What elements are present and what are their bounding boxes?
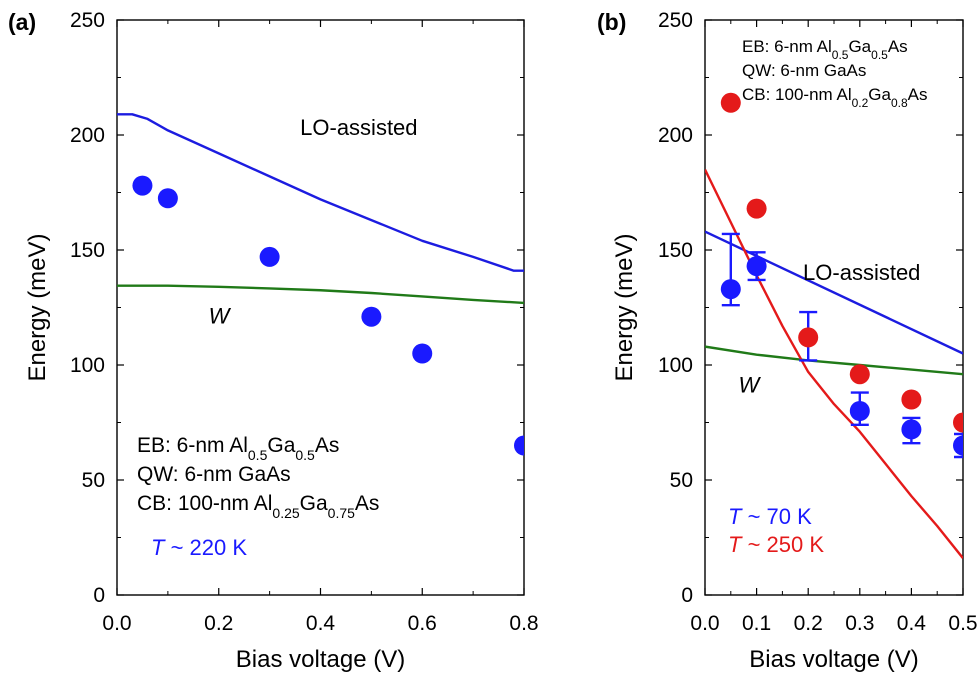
temperature-value: ~ 70 K: [741, 504, 812, 529]
data-point: [953, 412, 963, 433]
x-tick-label: 0.2: [204, 612, 233, 635]
legend-subscript: 0.25: [272, 505, 299, 521]
x-tick-label: 0.1: [742, 612, 771, 635]
y-tick-label: 150: [70, 239, 105, 262]
line-label: LO-assisted: [300, 115, 417, 140]
legend-line: CB: 100-nm Al0.2Ga0.8As: [742, 85, 928, 110]
x-tick-label: 0.0: [102, 612, 131, 635]
data-point: [901, 389, 922, 410]
plot-data: [117, 113, 524, 456]
data-point: [798, 327, 819, 348]
temperature-label: T ~ 250 K: [728, 532, 824, 557]
y-axis-label: Energy (meV): [24, 233, 51, 381]
panel-label: (b): [597, 9, 626, 35]
legend-line: QW: 6-nm GaAs: [742, 61, 866, 80]
legend-text: Ga: [300, 492, 328, 515]
legend-text: CB: 100-nm Al: [742, 85, 852, 104]
legend-subscript: 0.2: [852, 96, 869, 110]
data-point: [720, 92, 741, 113]
y-tick-label: 200: [658, 124, 693, 147]
legend-subscript: 0.75: [328, 505, 355, 521]
chart-panel-a: (a) 0 50 100 150 200 250 0.0 0.2 0.4 0.6 0.8 Bias vo…: [8, 9, 539, 673]
y-tick-label: 250: [70, 9, 105, 32]
series-line-w: [117, 284, 524, 305]
x-axis-label: Bias voltage (V): [749, 646, 918, 673]
y-tick-label: 50: [82, 469, 105, 492]
legend-line: QW: 6-nm GaAs: [137, 463, 291, 486]
temperature-symbol: T: [728, 532, 743, 557]
series-line-model: [705, 168, 963, 559]
x-tick-label: 0.4: [897, 612, 927, 635]
y-tick-label: 150: [658, 239, 693, 262]
x-tick-label: 0.2: [794, 612, 823, 635]
data-point: [849, 401, 870, 421]
data-point: [746, 198, 767, 219]
data-point: [259, 246, 280, 267]
legend-subscript: 0.5: [295, 447, 315, 463]
y-tick-label: 0: [681, 584, 693, 607]
y-tick-label: 200: [70, 124, 105, 147]
legend-subscript: 0.8: [891, 96, 908, 110]
line-label: W: [739, 373, 762, 398]
legend-text: Ga: [267, 434, 295, 457]
x-tick-label: 0.5: [948, 612, 977, 635]
y-axis-label: Energy (meV): [611, 233, 638, 381]
data-point: [849, 364, 870, 385]
plot-data: [705, 92, 963, 559]
legend-text: EB: 6-nm Al: [137, 434, 248, 457]
legend-text: QW: 6-nm GaAs: [137, 463, 291, 486]
y-tick-label: 0: [93, 584, 105, 607]
temperature-label: T ~ 70 K: [728, 504, 812, 529]
panel-label: (a): [8, 9, 36, 35]
temperature-symbol: T: [728, 504, 743, 529]
legend-text: Ga: [848, 37, 871, 56]
legend-text: EB: 6-nm Al: [742, 37, 832, 56]
data-point: [361, 306, 382, 327]
legend-line: CB: 100-nm Al0.25Ga0.75As: [137, 492, 379, 521]
y-tick-label: 250: [658, 9, 693, 32]
temperature-value: ~ 250 K: [741, 532, 824, 557]
x-tick-label: 0.4: [306, 612, 336, 635]
x-tick-label: 0.8: [509, 612, 538, 635]
legend-text: As: [908, 85, 928, 104]
legend-subscript: 0.5: [871, 48, 888, 62]
data-point: [720, 279, 741, 300]
legend-line: EB: 6-nm Al0.5Ga0.5As: [137, 434, 339, 463]
x-tick-label: 0.3: [845, 612, 874, 635]
data-point: [746, 256, 767, 277]
temperature-value: ~ 220 K: [164, 535, 247, 560]
data-point: [514, 435, 524, 456]
legend-text: Ga: [868, 85, 891, 104]
x-axis-label: Bias voltage (V): [236, 646, 405, 673]
legend-text: As: [355, 492, 380, 515]
legend-subscript: 0.5: [832, 48, 849, 62]
chart-panel-b: (b) 0 50 100 150 200 250 0.0 0.1 0.2 0.3 0.4 0.5 Bias…: [597, 9, 978, 673]
temperature-label: T ~ 220 K: [151, 535, 247, 560]
y-tick-label: 100: [70, 354, 105, 377]
series-line-lo-assisted: [117, 113, 524, 272]
legend-subscript: 0.5: [248, 447, 268, 463]
legend-line: EB: 6-nm Al0.5Ga0.5As: [742, 37, 908, 62]
x-tick-label: 0.0: [690, 612, 719, 635]
y-tick-label: 100: [658, 354, 693, 377]
line-label: W: [209, 304, 232, 329]
legend-text: CB: 100-nm Al: [137, 492, 272, 515]
data-point: [412, 343, 433, 364]
y-tick-label: 50: [670, 469, 693, 492]
data-point: [157, 188, 178, 209]
line-label: LO-assisted: [803, 260, 920, 285]
temperature-symbol: T: [151, 535, 166, 560]
legend-text: As: [888, 37, 908, 56]
data-point: [953, 435, 963, 456]
data-point: [901, 419, 922, 440]
legend-text: As: [315, 434, 340, 457]
x-tick-label: 0.6: [408, 612, 437, 635]
legend-text: QW: 6-nm GaAs: [742, 61, 866, 80]
series-line-w: [705, 345, 963, 376]
data-point: [132, 175, 153, 196]
